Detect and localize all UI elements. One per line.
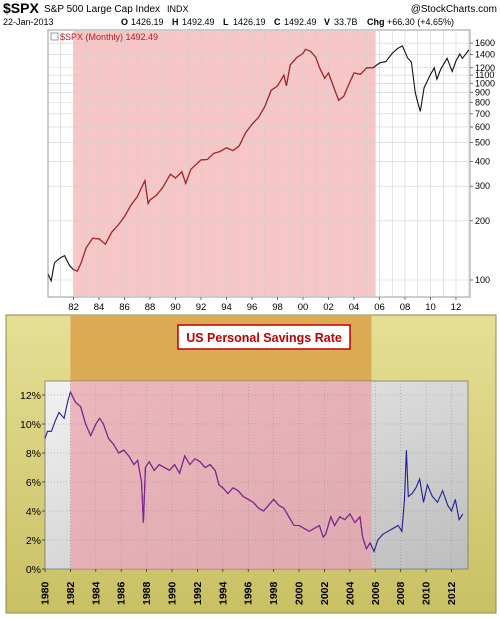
spx-chart: 1600140012001100100090080070060050040030… [47,29,495,313]
low-label: L [223,17,229,27]
spx-legend-label: $SPX (Monthly) 1492.49 [60,32,158,42]
savings-x-tick-label: 1994 [217,581,229,605]
savings-chart: 12% 10% 8% 6% 4% 2% 0% 1980 1982 1984 1986 1988 199… [5,314,497,614]
spx-x-tick-label: 02 [323,302,334,313]
savings-grid [45,381,468,569]
savings-title-box: US Personal Savings Rate [177,324,351,350]
savings-x-tick-label: 2012 [446,581,458,605]
savings-y-tick-label: 12% [20,390,41,402]
spx-y-tick-label: 600 [475,122,490,132]
spx-x-tick-label: 10 [425,302,436,313]
spx-x-tick-label: 88 [145,302,156,313]
spx-shaded-period [73,31,376,296]
spx-y-tick-label: 1200 [475,63,495,73]
savings-y-tick-label: 8% [26,448,41,460]
spx-x-tick-label: 86 [119,302,130,313]
spx-header: $SPX S&P 500 Large Cap Index INDX @Stock… [3,0,497,27]
spx-y-tick-label: 200 [475,216,490,226]
spx-x-tick-label: 92 [196,302,207,313]
spx-x-tick-label: 12 [451,302,462,313]
savings-x-tick-label: 1980 [40,581,52,605]
open-value: 1426.19 [131,17,164,27]
spx-x-tick-label: 06 [374,302,385,313]
savings-x-tick-label: 2000 [294,581,306,605]
close-label: C [274,17,281,27]
savings-x-tick-label: 2008 [395,581,407,605]
spx-y-tick-label: 500 [475,138,490,148]
savings-x-tick-label: 2002 [319,581,331,605]
spx-x-tick-label: 00 [298,302,309,313]
spx-y-tick-label: 800 [475,97,490,107]
spx-grid [49,31,470,296]
savings-x-tick-label: 1992 [192,581,204,605]
spx-y-tick-label: 100 [475,275,490,285]
savings-y-tick-label: 10% [20,419,41,431]
spx-x-tick-label: 84 [94,302,105,313]
low-value: 1426.19 [233,17,266,27]
spx-y-tick-label: 400 [475,157,490,167]
savings-x-tick-label: 1998 [268,581,280,605]
change-label: Chg [367,17,385,27]
spx-index-name: S&P 500 Large Cap Index [44,4,160,15]
spx-exchange: INDX [167,4,189,14]
savings-x-tick-label: 1990 [167,581,179,605]
legend-swatch [50,32,59,41]
savings-x-tick-label: 2010 [421,581,433,605]
open-label: O [121,17,128,27]
savings-x-tick-label: 2004 [344,581,356,605]
savings-x-tick-label: 1988 [141,581,153,605]
savings-y-tick-label: 6% [26,477,41,489]
spx-y-tick-label: 1100 [475,70,494,80]
savings-y-axis: 12% 10% 8% 6% 4% 2% 0% [20,390,45,576]
savings-title-background [177,324,351,350]
spx-series-line-shaded [73,48,374,272]
change-value: +66.30 (+4.65%) [387,17,454,27]
quote-date: 22-Jan-2013 [3,17,54,27]
savings-series-line-shaded [69,391,371,550]
spx-legend: $SPX (Monthly) 1492.49 [50,32,158,42]
savings-x-tick-label: 1996 [243,581,255,605]
savings-x-tick-label: 1984 [90,581,102,605]
stockcharts-copyright: @StockCharts.com [411,4,497,15]
savings-title: US Personal Savings Rate [186,331,342,345]
volume-label: V [324,17,330,27]
spx-x-tick-label: 04 [349,302,360,313]
savings-x-axis: 1980 1982 1984 1986 1988 1990 1992 1994 1996 1998… [40,569,458,605]
spx-y-tick-label: 1400 [475,50,495,60]
spx-x-tick-label: 08 [400,302,411,313]
spx-x-axis: 82 84 86 88 90 92 94 96 98 00 02 04 06 08 10 12 [68,297,461,313]
spx-x-tick-label: 96 [247,302,258,313]
spx-y-tick-label: 900 [475,87,490,97]
spx-x-tick-label: 82 [68,302,79,313]
spx-x-tick-label: 94 [221,302,232,313]
savings-x-tick-label: 1982 [65,581,77,605]
high-label: H [172,17,179,27]
spx-y-tick-label: 1600 [475,38,495,48]
close-value: 1492.49 [284,17,317,27]
volume-value: 33.7B [334,17,358,27]
spx-y-tick-label: 300 [475,181,490,191]
spx-symbol: $SPX [3,0,39,16]
spx-y-tick-label: 700 [475,109,490,119]
savings-x-tick-label: 1986 [116,581,128,605]
spx-y-tick-label: 1000 [475,78,495,88]
spx-x-tick-label: 98 [272,302,283,313]
spx-x-tick-label: 90 [170,302,181,313]
savings-shaded-period [70,381,372,569]
savings-x-tick-label: 2006 [370,581,382,605]
savings-y-tick-label: 2% [26,535,41,547]
savings-y-tick-label: 4% [26,506,41,518]
savings-y-tick-label: 0% [26,564,41,576]
high-value: 1492.49 [182,17,215,27]
